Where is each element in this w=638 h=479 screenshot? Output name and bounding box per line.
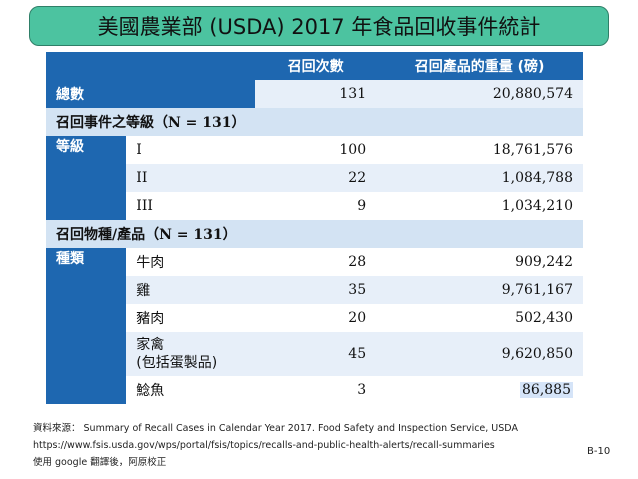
recall-table: 召回次數 召回產品的重量 (磅) 總數 131 20,880,574 召回事件之… [46, 52, 583, 404]
product-count: 45 [255, 332, 377, 376]
product-section-label: 召回物種/產品 [56, 227, 146, 243]
product-section-row: 召回物種/產品（N = 131） [46, 220, 583, 248]
product-weight: 86,885 [376, 376, 583, 404]
class-name: II [126, 164, 256, 192]
product-row: 鯰魚 3 86,885 [46, 376, 583, 404]
source-url[interactable]: https://www.fsis.usda.gov/wps/portal/fsi… [33, 440, 495, 451]
class-name: III [126, 192, 256, 220]
product-count: 20 [255, 304, 377, 332]
product-row: 雞 35 9,761,167 [46, 276, 583, 304]
class-weight: 1,084,788 [376, 164, 583, 192]
class-count: 100 [255, 136, 377, 164]
product-weight: 502,430 [376, 304, 583, 332]
header-row: 召回次數 召回產品的重量 (磅) [46, 52, 583, 80]
class-row: 等級 I 100 18,761,576 [46, 136, 583, 220]
product-count: 28 [255, 248, 377, 276]
translation-note: 使用 google 翻譯後，阿原校正 [33, 457, 167, 468]
class-count: 9 [255, 192, 377, 220]
source-line: 資料來源： Summary of Recall Cases in Calenda… [33, 423, 518, 434]
slide-title-text: 美國農業部 (USDA) 2017 年食品回收事件統計 [97, 15, 541, 39]
product-row: 種類 牛肉 28 909,242 [46, 248, 583, 404]
product-section-n: （N = 131） [145, 227, 237, 243]
class-section-title: 召回事件之等級（N = 131） [46, 108, 583, 136]
total-label: 總數 [46, 80, 256, 108]
product-name-line2: (包括蛋製品) [136, 355, 218, 371]
product-weight: 9,761,167 [376, 276, 583, 304]
product-name: 家禽 (包括蛋製品) [126, 332, 256, 376]
header-blank [46, 52, 256, 80]
product-weight: 9,620,850 [376, 332, 583, 376]
class-weight: 1,034,210 [376, 192, 583, 220]
total-row: 總數 131 20,880,574 [46, 80, 583, 108]
product-name-line1: 家禽 [136, 337, 165, 353]
class-row: II 22 1,084,788 [46, 164, 583, 192]
product-row: 豬肉 20 502,430 [46, 304, 583, 332]
class-row: III 9 1,034,210 [46, 192, 583, 220]
product-label: 種類 [46, 248, 127, 404]
source-footer: 資料來源： Summary of Recall Cases in Calenda… [33, 420, 518, 471]
class-section-row: 召回事件之等級（N = 131） [46, 108, 583, 136]
product-row: 家禽 (包括蛋製品) 45 9,620,850 [46, 332, 583, 376]
total-weight: 20,880,574 [376, 80, 583, 108]
header-count: 召回次數 [255, 52, 377, 80]
product-weight: 909,242 [376, 248, 583, 276]
product-name: 雞 [126, 276, 256, 304]
product-weight-highlight: 86,885 [520, 382, 573, 398]
product-count: 35 [255, 276, 377, 304]
page-number: B-10 [587, 446, 611, 457]
class-count: 22 [255, 164, 377, 192]
class-section-n: （N = 131） [154, 115, 246, 131]
class-weight: 18,761,576 [376, 136, 583, 164]
class-name: I [126, 136, 256, 164]
product-section-title: 召回物種/產品（N = 131） [46, 220, 583, 248]
product-name: 牛肉 [126, 248, 256, 276]
product-count: 3 [255, 376, 377, 404]
product-name: 豬肉 [126, 304, 256, 332]
total-count: 131 [255, 80, 377, 108]
product-name: 鯰魚 [126, 376, 256, 404]
slide-title: 美國農業部 (USDA) 2017 年食品回收事件統計 [29, 6, 609, 46]
class-section-label: 召回事件之等級 [56, 115, 154, 131]
header-weight: 召回產品的重量 (磅) [376, 52, 583, 80]
class-label: 等級 [46, 136, 127, 220]
